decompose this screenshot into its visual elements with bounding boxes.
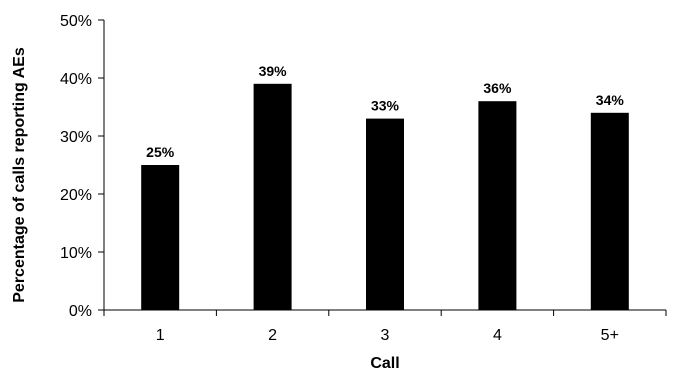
x-tick-label: 2 xyxy=(268,327,277,344)
y-tick-label: 10% xyxy=(60,245,92,262)
y-tick-label: 0% xyxy=(69,303,92,320)
data-label: 36% xyxy=(483,80,512,96)
bar xyxy=(366,119,404,310)
data-label: 25% xyxy=(146,144,175,160)
x-tick-label: 1 xyxy=(156,327,165,344)
x-tick-label: 3 xyxy=(381,327,390,344)
bars xyxy=(141,84,629,310)
y-axis-ticks: 0% 10% 20% 30% 40% 50% xyxy=(60,13,104,320)
data-label: 33% xyxy=(371,98,400,114)
bar xyxy=(478,101,516,310)
x-tick-label: 4 xyxy=(493,327,502,344)
bar xyxy=(254,84,292,310)
x-axis-title: Call xyxy=(370,355,399,372)
y-tick-label: 50% xyxy=(60,13,92,30)
y-tick-label: 40% xyxy=(60,71,92,88)
bar xyxy=(591,113,629,310)
data-label: 39% xyxy=(259,63,288,79)
bar xyxy=(141,165,179,310)
y-tick-label: 30% xyxy=(60,129,92,146)
y-axis-title: Percentage of calls reporting AEs xyxy=(11,47,28,303)
data-label: 34% xyxy=(596,92,625,108)
x-axis-ticks: 1 2 3 4 5+ xyxy=(104,310,666,344)
y-tick-label: 20% xyxy=(60,187,92,204)
x-tick-label: 5+ xyxy=(601,327,619,344)
